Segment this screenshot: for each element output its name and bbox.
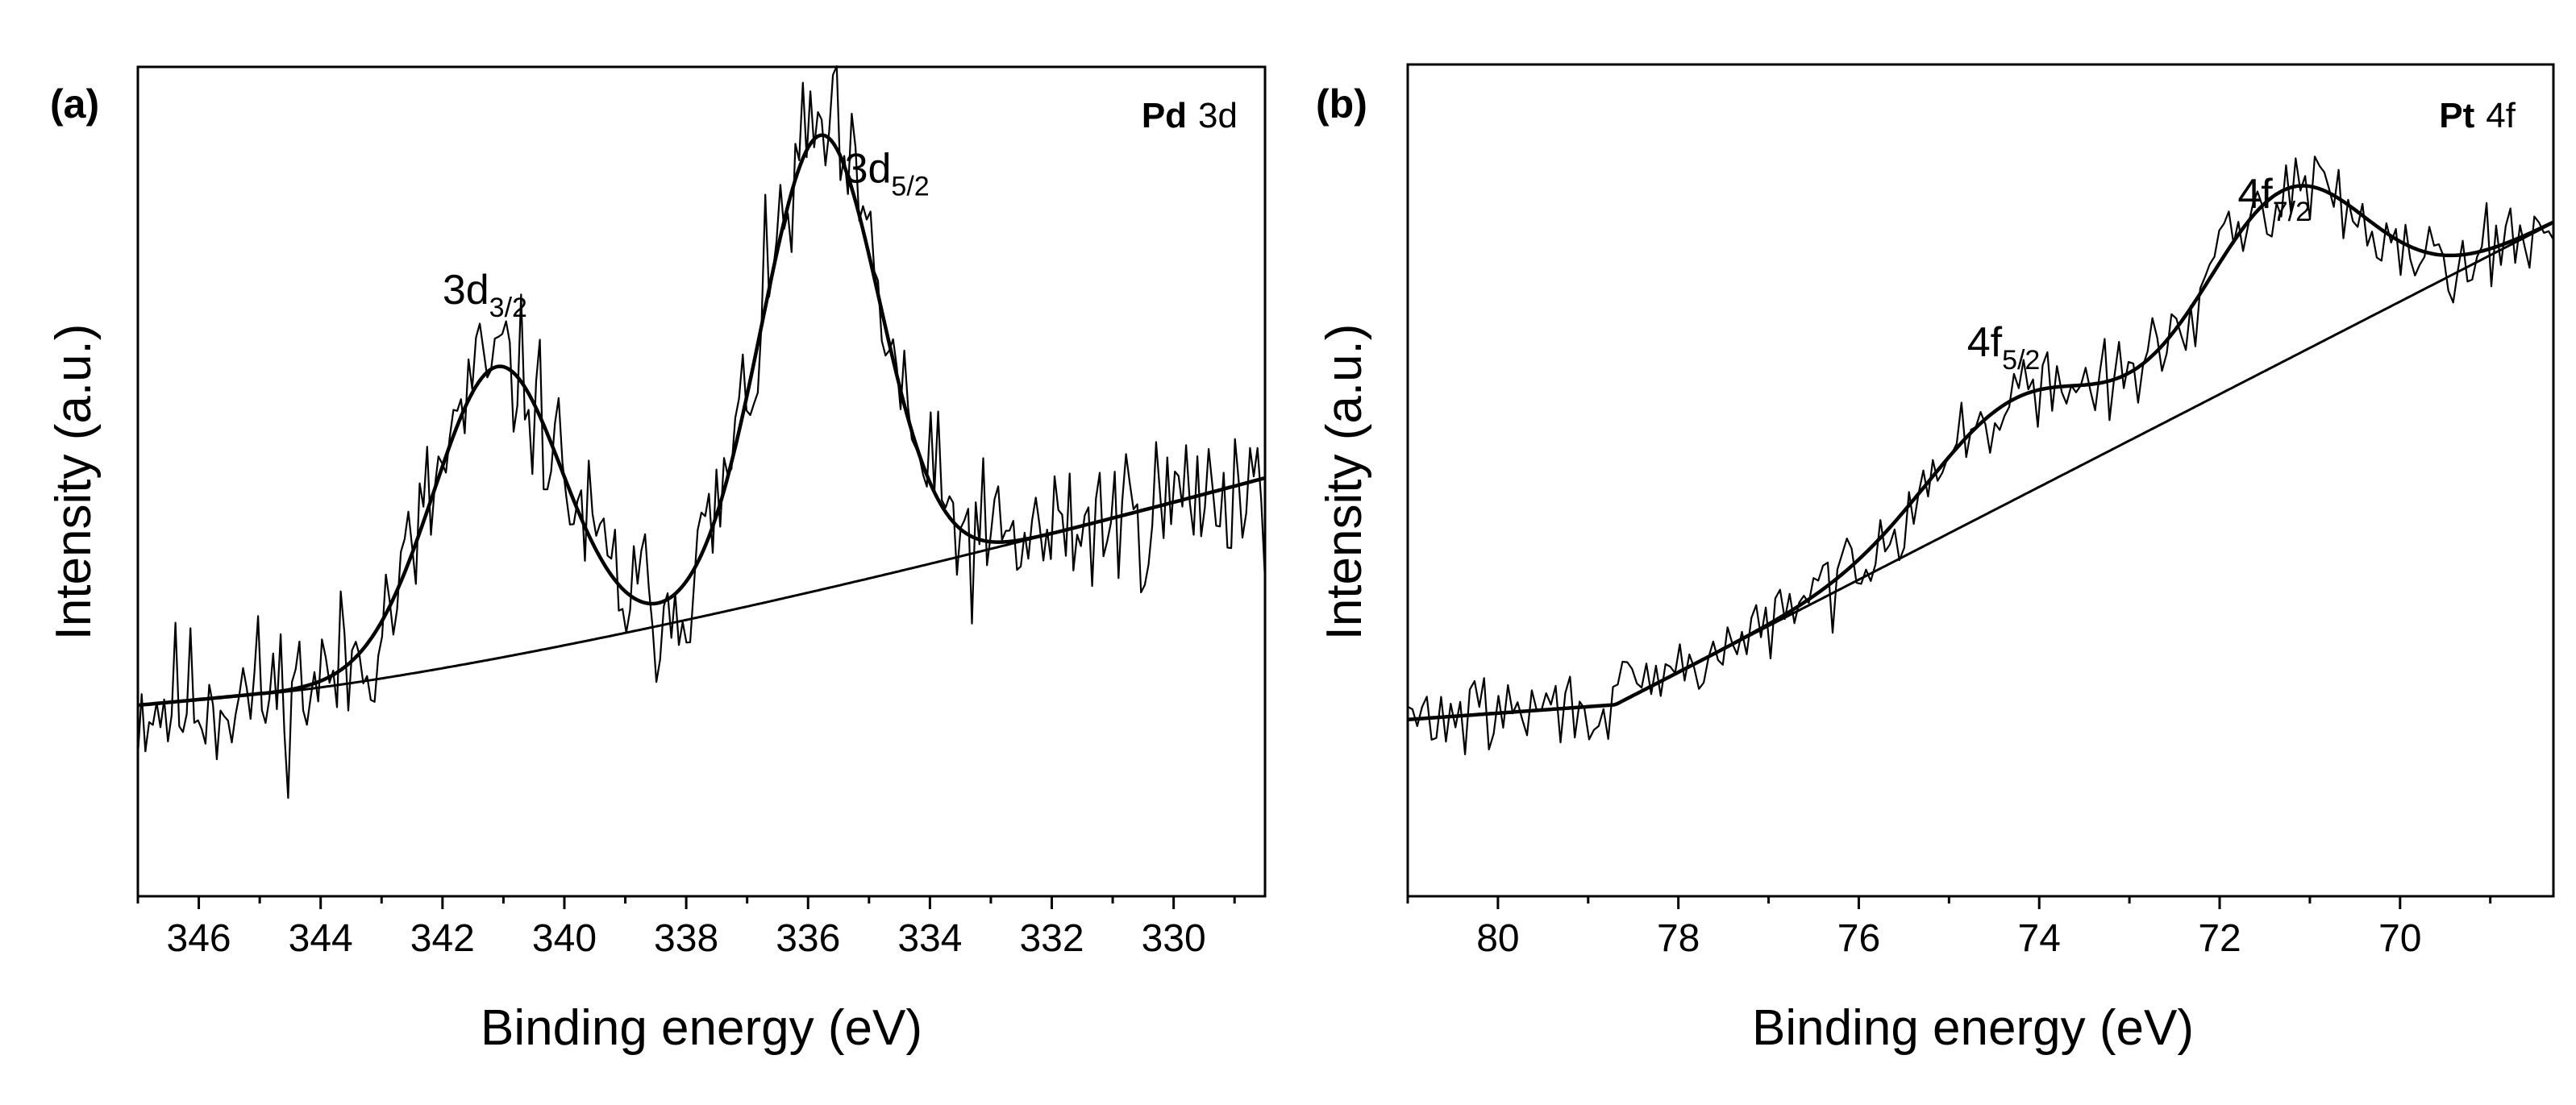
raw-spectrum-line	[136, 64, 1267, 800]
peak-label-main: 4f	[1967, 319, 2003, 366]
peak-label-subscript: 3/2	[489, 293, 527, 323]
panel-b-y-axis-title: Intensity (a.u.)	[1317, 324, 1372, 641]
peak-label-main: 4f	[2237, 171, 2273, 218]
x-tick-label: 76	[1837, 917, 1880, 960]
panel-b-frame	[1406, 63, 2555, 898]
x-tick-label: 72	[2198, 917, 2241, 960]
panel-b-plot-area	[1407, 156, 2554, 755]
peak-label: 4f7/2	[2237, 171, 2311, 227]
fitted-envelope-line	[137, 133, 1266, 708]
panel-b-x-axis-title: Binding energy (eV)	[1752, 1000, 2194, 1056]
fitted-envelope-line	[1407, 184, 2554, 722]
panel-a-pd-3d: (a) 346 344 342 340 338 336 334 332 330 3d3/23d5…	[46, 64, 1267, 1056]
background-baseline	[1407, 222, 2554, 721]
x-tick-label: 346	[167, 917, 231, 960]
peak-label: 3d3/2	[443, 267, 527, 323]
x-tick-label: 80	[1476, 917, 1519, 960]
x-tick-label: 78	[1657, 917, 1700, 960]
panel-a-y-axis-title: Intensity (a.u.)	[46, 324, 102, 641]
raw-spectrum-line	[1407, 156, 2554, 755]
peak-label: 3d5/2	[845, 145, 930, 201]
peak-label: 4f5/2	[1967, 319, 2041, 376]
x-tick-label: 74	[2018, 917, 2061, 960]
panel-b-letter: (b)	[1316, 81, 1367, 127]
panel-b-orbital: 4f	[2486, 96, 2516, 135]
peak-label-subscript: 5/2	[2002, 345, 2040, 376]
x-tick-label: 340	[532, 917, 597, 960]
panel-a-element-label: Pd 3d	[1142, 96, 1238, 135]
panel-a-orbital: 3d	[1198, 96, 1238, 135]
panel-a-x-axis-title: Binding energy (eV)	[481, 1000, 922, 1056]
x-tick-label: 344	[289, 917, 353, 960]
x-tick-label: 342	[410, 917, 475, 960]
panel-b-x-axis: 80 78 76 74 72 70	[1406, 896, 2492, 960]
peak-label-main: 3d	[443, 267, 489, 314]
x-tick-label: 334	[897, 917, 962, 960]
peak-label-main: 3d	[845, 145, 892, 192]
x-tick-label: 70	[2378, 917, 2421, 960]
peak-label-subscript: 5/2	[891, 171, 929, 201]
x-tick-label: 330	[1142, 917, 1206, 960]
panel-b-element-label: Pt 4f	[2439, 96, 2516, 135]
panel-b-element-symbol: Pt	[2439, 96, 2474, 135]
panel-a-plot-area	[136, 64, 1267, 800]
x-tick-label: 332	[1019, 917, 1084, 960]
x-tick-label: 336	[776, 917, 840, 960]
panel-a-element-symbol: Pd	[1142, 96, 1187, 135]
x-tick-label: 338	[654, 917, 718, 960]
panel-a-frame	[136, 65, 1267, 898]
panel-a-x-axis: 346 344 342 340 338 336 334 332 330	[136, 896, 1236, 960]
peak-label-subscript: 7/2	[2273, 197, 2311, 227]
panel-a-letter: (a)	[50, 81, 99, 127]
